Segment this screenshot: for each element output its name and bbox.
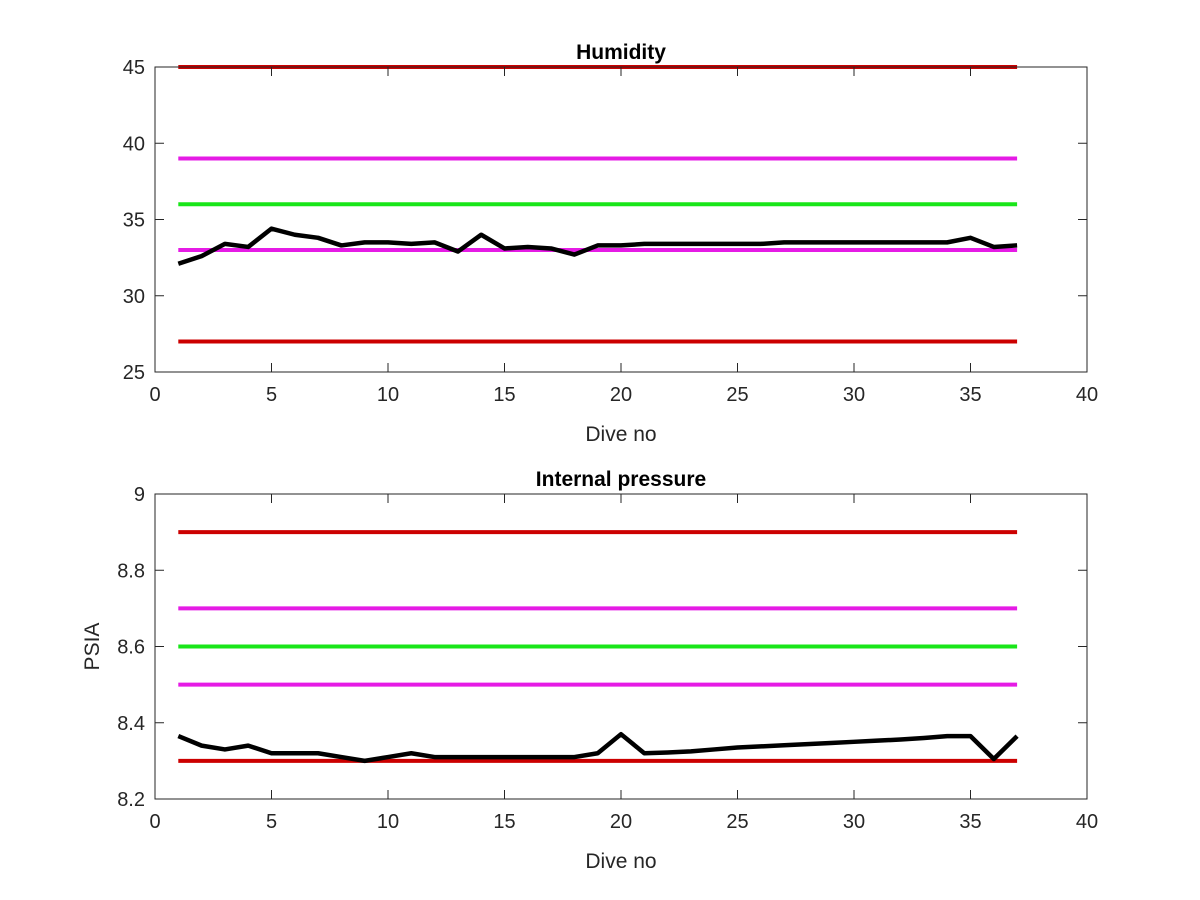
y-axis-label: PSIA	[81, 623, 104, 671]
x-tick-label: 0	[149, 384, 160, 406]
y-tick-label: 8.8	[117, 560, 145, 582]
chart-title: Humidity	[576, 41, 666, 64]
x-tick-label: 35	[959, 384, 981, 406]
x-tick-label: 40	[1076, 811, 1098, 833]
x-tick-label: 10	[377, 811, 399, 833]
series-line	[177, 226, 1018, 266]
y-tick-label: 8.2	[117, 789, 145, 811]
y-tick-label: 8.6	[117, 637, 145, 659]
x-axis-label: Dive no	[585, 423, 656, 446]
x-tick-label: 5	[266, 384, 277, 406]
y-tick-label: 35	[123, 210, 145, 232]
x-tick-label: 30	[843, 811, 865, 833]
x-tick-label: 35	[959, 811, 981, 833]
y-tick-label: 40	[123, 133, 145, 155]
x-tick-label: 15	[493, 384, 515, 406]
x-tick-label: 10	[377, 384, 399, 406]
x-tick-label: 0	[149, 811, 160, 833]
x-tick-label: 20	[610, 384, 632, 406]
x-tick-label: 15	[493, 811, 515, 833]
x-tick-label: 40	[1076, 384, 1098, 406]
chart-1: 0 5 10 15 20 25 30 35 40 25 30 35 40 45 Humidity Dive n…	[123, 41, 1098, 446]
axes-box	[154, 66, 1088, 373]
y-tick-label: 45	[123, 57, 145, 79]
y-tick-label: 9	[134, 484, 145, 506]
x-tick-label: 25	[726, 384, 748, 406]
chart-2: 0 5 10 15 20 25 30 35 40 8.2 8.4 8.6 8.8 9 Internal pr…	[81, 468, 1098, 873]
x-tick-label: 25	[726, 811, 748, 833]
series-line	[177, 731, 1019, 764]
x-axis-label: Dive no	[585, 850, 656, 873]
x-tick-label: 5	[266, 811, 277, 833]
x-tick-label: 30	[843, 384, 865, 406]
y-tick-label: 30	[123, 286, 145, 308]
y-tick-label: 8.4	[117, 713, 145, 735]
chart-title: Internal pressure	[536, 468, 706, 491]
y-tick-label: 25	[123, 362, 145, 384]
x-tick-label: 20	[610, 811, 632, 833]
